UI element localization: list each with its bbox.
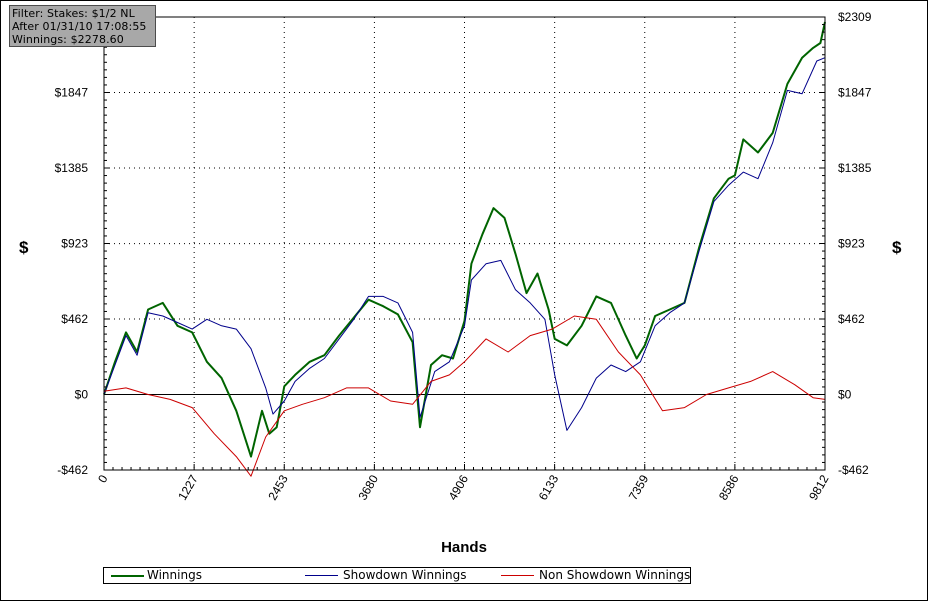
x-tick-label: 3680 xyxy=(356,472,382,502)
series-line-non-showdown-winnings xyxy=(103,315,826,477)
legend-swatch-nonshowdown xyxy=(501,575,534,576)
y-axis-label-right: $ xyxy=(892,238,902,257)
legend-swatch-winnings xyxy=(111,575,144,577)
legend: Winnings Showdown Winnings Non Showdown … xyxy=(103,567,691,584)
x-tick-label: 8586 xyxy=(716,472,742,502)
x-tick-label: 7359 xyxy=(626,472,652,502)
y-tick-label-left: -$462 xyxy=(57,463,88,477)
legend-label-nonshowdown: Non Showdown Winnings xyxy=(539,568,691,582)
y-tick-label-right: $923 xyxy=(838,237,865,251)
x-tick-label: 9812 xyxy=(806,472,832,502)
y-tick-label-left: $1847 xyxy=(55,86,89,100)
x-tick-label: 4906 xyxy=(446,472,472,502)
y-tick-label-right: $462 xyxy=(838,312,865,326)
y-tick-label-right: $1385 xyxy=(838,161,872,175)
legend-label-winnings: Winnings xyxy=(147,568,202,582)
y-tick-label-left: $1385 xyxy=(55,161,89,175)
x-tick-label: 0 xyxy=(95,472,111,485)
grid-lines xyxy=(104,17,825,470)
x-tick-label: 1227 xyxy=(175,472,201,502)
x-tick-label: 6133 xyxy=(536,472,562,502)
filter-date-text: After 01/31/10 17:08:55 xyxy=(12,20,147,33)
y-tick-label-right: -$462 xyxy=(838,463,869,477)
y-tick-label-right: $1847 xyxy=(838,86,872,100)
y-tick-label-left: $923 xyxy=(61,237,88,251)
y-tick-label-right: $0 xyxy=(838,387,852,401)
series-line-showdown-winnings xyxy=(103,57,826,431)
filter-stakes-text: Filter: Stakes: $1/2 NL xyxy=(12,7,135,20)
x-axis-label: Hands xyxy=(441,539,487,556)
filter-winnings-text: Winnings: $2278.60 xyxy=(12,33,124,46)
y-axis-label-left: $ xyxy=(19,238,29,257)
series-line-winnings xyxy=(103,21,826,458)
filter-info-box: Filter: Stakes: $1/2 NL After 01/31/10 1… xyxy=(9,5,156,47)
y-tick-label-left: $0 xyxy=(75,387,89,401)
tick-labels: -$462 -$462 $0 $0 $462 $462 $923 $923 $1385 $1385… xyxy=(55,10,872,503)
y-tick-label-left: $462 xyxy=(61,312,88,326)
legend-label-showdown: Showdown Winnings xyxy=(343,568,467,582)
legend-swatch-showdown xyxy=(305,575,338,576)
series-lines xyxy=(103,21,826,477)
y-tick-label-right: $2309 xyxy=(838,10,872,24)
x-tick-label: 2453 xyxy=(265,472,291,502)
